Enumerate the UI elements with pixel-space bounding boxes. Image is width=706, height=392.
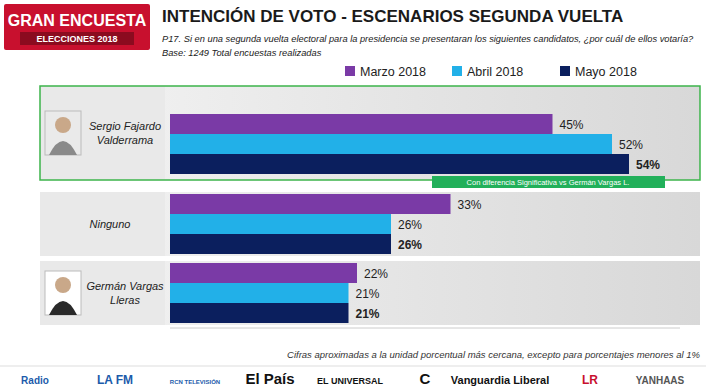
bar <box>170 283 349 303</box>
axis-line <box>170 328 680 329</box>
base: Base: 1249 Total encuestas realizadas <box>162 48 322 58</box>
title: INTENCIÓN DE VOTO - ESCENARIOS SEGUNDA V… <box>162 7 623 26</box>
category-line: Germán Vargas <box>86 280 164 292</box>
source-logo: El País <box>245 370 294 387</box>
portrait-head <box>55 117 71 133</box>
portrait-frame <box>45 271 81 315</box>
category-label: Ninguno <box>90 218 131 230</box>
portrait-body <box>49 301 77 315</box>
source-logo: LR <box>582 373 598 387</box>
row-panel <box>40 261 700 325</box>
category-line: Sergio Fajardo <box>89 120 161 132</box>
category-label: Sergio Fajardo Valderrama <box>89 120 161 146</box>
logo-text: GRAN ENCUESTA <box>8 12 147 29</box>
highlight-frame <box>40 86 700 180</box>
source-logo: Vanguardia Liberal <box>451 374 549 386</box>
bar <box>170 303 349 323</box>
source-logo: RCN TELEVISIÓN <box>170 378 220 385</box>
legend-label: Mayo 2018 <box>575 65 637 79</box>
legend-label: Abril 2018 <box>467 65 523 79</box>
annotation-box <box>432 176 665 188</box>
legend-swatch <box>345 66 355 76</box>
subtitle: P17. Si en una segunda vuelta electoral … <box>162 34 694 44</box>
source-logo: Radio <box>21 375 49 386</box>
chart: GRAN ENCUESTA ELECCIONES 2018 INTENCIÓN DE… <box>0 0 706 392</box>
portrait <box>45 111 81 155</box>
category-line: Ninguno <box>90 218 131 230</box>
bar <box>170 114 553 134</box>
category-line: Lleras <box>110 294 140 306</box>
data-label: 52% <box>619 138 643 152</box>
legend-swatch <box>560 66 570 76</box>
row-panel <box>40 86 700 180</box>
portrait-head <box>55 277 71 293</box>
source-logo: YANHAAS <box>636 375 685 386</box>
data-label: 22% <box>364 267 388 281</box>
category-line: Valderrama <box>97 134 153 146</box>
row-panel <box>40 192 700 256</box>
footnote: Cifras aproximadas a la unidad porcentua… <box>287 349 701 360</box>
logo-text: ELECCIONES 2018 <box>36 34 117 44</box>
bars <box>170 114 629 323</box>
category-label: Germán Vargas Lleras <box>86 280 164 306</box>
data-label: 21% <box>356 287 380 301</box>
data-label: 26% <box>398 218 422 232</box>
logo-band <box>20 32 134 45</box>
source-logo: LA FM <box>97 373 133 387</box>
source-logo: C <box>420 370 431 387</box>
portrait <box>45 271 81 315</box>
legend-swatch <box>452 66 462 76</box>
portrait-body <box>49 141 77 155</box>
bar <box>170 134 612 154</box>
source-logo: EL UNIVERSAL <box>317 376 383 386</box>
data-label: 21% <box>356 307 380 321</box>
separator <box>0 366 706 367</box>
data-labels: 45% 52% 54% 33% 26% 26% 22% 21% 21% <box>356 118 661 321</box>
row-label-panel <box>40 86 165 180</box>
row-label-panel <box>40 261 165 325</box>
annotation: Con diferencia Significativa vs Germán V… <box>467 178 630 187</box>
legend-label: Marzo 2018 <box>360 65 426 79</box>
data-label: 45% <box>560 118 584 132</box>
bar <box>170 194 451 214</box>
data-label: 54% <box>636 158 660 172</box>
logo-box <box>4 4 150 50</box>
bar <box>170 154 629 174</box>
data-label: 26% <box>398 238 422 252</box>
data-label: 33% <box>458 198 482 212</box>
row-label-panel <box>40 192 165 256</box>
portrait-frame <box>45 111 81 155</box>
bar <box>170 214 391 234</box>
bar <box>170 263 357 283</box>
bar <box>170 234 391 254</box>
